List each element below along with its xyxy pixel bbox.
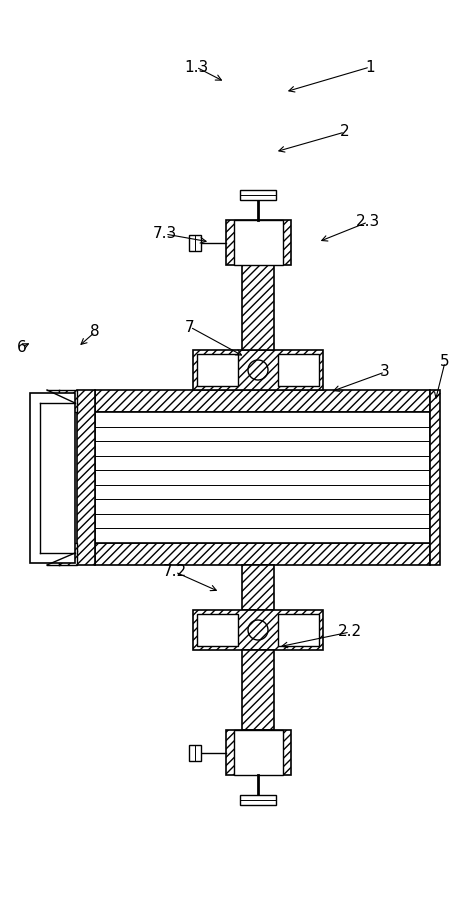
Text: 8: 8 bbox=[90, 325, 100, 339]
Text: 1: 1 bbox=[364, 60, 374, 75]
Bar bbox=[241, 650, 274, 730]
Text: 7.3: 7.3 bbox=[152, 226, 177, 242]
Bar bbox=[277, 354, 318, 386]
Bar bbox=[59, 390, 77, 412]
Text: 3: 3 bbox=[379, 364, 389, 380]
Bar bbox=[196, 354, 237, 386]
Bar bbox=[189, 745, 201, 761]
Bar bbox=[225, 730, 291, 775]
Text: 7: 7 bbox=[185, 319, 195, 335]
Bar bbox=[240, 795, 275, 805]
Bar bbox=[193, 610, 322, 650]
Bar bbox=[234, 730, 282, 775]
Bar bbox=[77, 390, 95, 565]
Bar bbox=[30, 393, 75, 563]
Text: 2.3: 2.3 bbox=[355, 215, 379, 229]
Bar bbox=[95, 390, 429, 412]
Bar bbox=[225, 220, 291, 265]
Bar bbox=[189, 235, 201, 251]
Bar bbox=[193, 350, 322, 390]
Text: 1.3: 1.3 bbox=[184, 60, 207, 75]
Bar bbox=[234, 220, 282, 265]
Bar bbox=[429, 390, 439, 565]
Bar bbox=[196, 614, 237, 646]
Text: 2: 2 bbox=[340, 124, 349, 140]
Text: 7.2: 7.2 bbox=[162, 565, 187, 579]
Text: 2.2: 2.2 bbox=[337, 624, 361, 640]
Bar bbox=[277, 614, 318, 646]
Bar bbox=[241, 565, 274, 610]
Bar bbox=[95, 412, 429, 543]
Bar bbox=[59, 543, 77, 565]
Bar bbox=[241, 265, 274, 350]
Bar bbox=[240, 190, 275, 200]
Text: 5: 5 bbox=[439, 354, 449, 370]
Text: 6: 6 bbox=[17, 339, 27, 354]
Bar bbox=[95, 543, 429, 565]
